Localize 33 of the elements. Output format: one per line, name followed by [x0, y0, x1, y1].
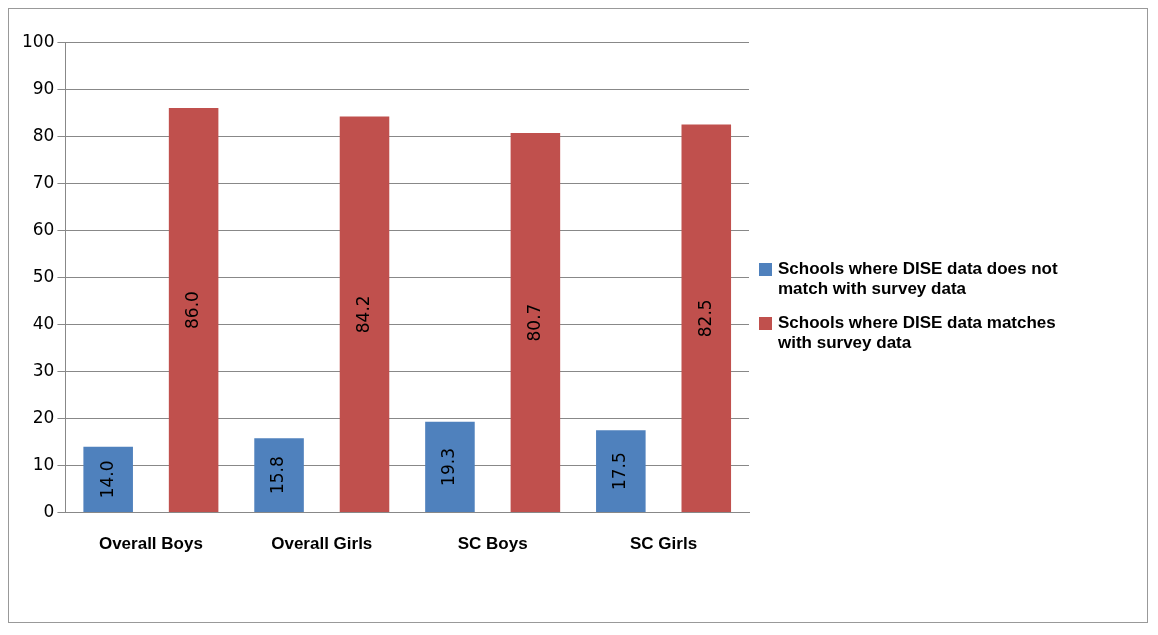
y-tick-label: 0: [43, 501, 55, 522]
x-tick-label: SC Boys: [457, 534, 528, 554]
data-label: 84.2: [352, 295, 373, 334]
bar: [510, 132, 561, 513]
y-tick-label: 30: [32, 359, 55, 380]
y-tick-label: 60: [32, 218, 55, 239]
legend-label: Schools where DISE data does not match with survey data: [778, 258, 1059, 299]
bar: [339, 116, 390, 513]
y-tick-label: 100: [21, 30, 55, 51]
y-tick-label: 20: [32, 406, 55, 427]
y-tick-label: 50: [32, 265, 55, 286]
y-tick-label: 10: [32, 453, 55, 474]
data-label: 14.0: [96, 460, 117, 499]
bar: [425, 421, 475, 513]
x-tick-label: SC Girls: [630, 534, 698, 554]
y-tick-label: 70: [32, 171, 55, 192]
y-tick-label: 80: [32, 124, 55, 145]
bar: [681, 124, 732, 513]
data-label: 19.3: [438, 448, 459, 486]
data-label: 80.7: [523, 303, 544, 342]
bar: [168, 108, 219, 513]
bar: [596, 430, 646, 513]
data-label: 82.5: [694, 299, 715, 338]
legend-label: Schools where DISE data matches with survey data: [778, 312, 1057, 353]
data-label: 15.8: [267, 456, 288, 495]
y-tick-label: 90: [32, 77, 55, 98]
bar: [254, 438, 304, 513]
x-tick-label: Overall Girls: [271, 534, 373, 554]
x-tick-label: Overall Boys: [98, 534, 203, 554]
y-tick-label: 40: [32, 312, 55, 333]
data-label: 86.0: [182, 291, 203, 330]
data-label: 17.5: [609, 452, 630, 491]
bar: [83, 446, 133, 513]
